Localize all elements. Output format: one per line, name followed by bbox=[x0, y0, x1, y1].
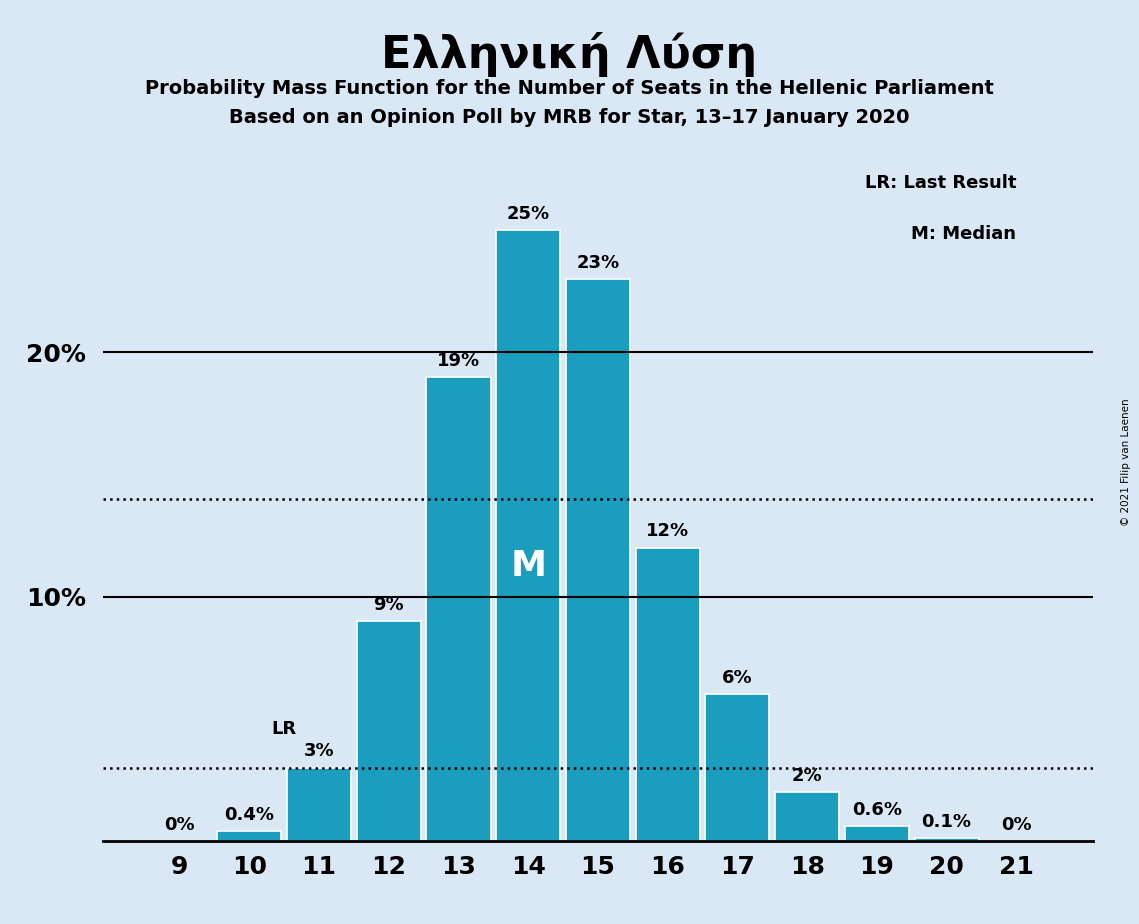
Text: Probability Mass Function for the Number of Seats in the Hellenic Parliament: Probability Mass Function for the Number… bbox=[145, 79, 994, 98]
Text: © 2021 Filip van Laenen: © 2021 Filip van Laenen bbox=[1121, 398, 1131, 526]
Bar bbox=[566, 279, 630, 841]
Text: 0%: 0% bbox=[1001, 816, 1032, 833]
Text: 12%: 12% bbox=[646, 522, 689, 541]
Text: Ελληνική Λύση: Ελληνική Λύση bbox=[382, 32, 757, 78]
Bar bbox=[775, 792, 839, 841]
Text: 0.4%: 0.4% bbox=[224, 806, 274, 824]
Bar bbox=[915, 838, 978, 841]
Bar bbox=[705, 694, 770, 841]
Text: LR: Last Result: LR: Last Result bbox=[865, 175, 1016, 192]
Text: 2%: 2% bbox=[792, 767, 822, 784]
Text: 19%: 19% bbox=[437, 351, 480, 370]
Text: M: M bbox=[510, 549, 547, 583]
Text: LR: LR bbox=[271, 721, 297, 738]
Text: 0.6%: 0.6% bbox=[852, 801, 902, 819]
Bar bbox=[357, 621, 421, 841]
Text: 0%: 0% bbox=[164, 816, 195, 833]
Bar bbox=[845, 826, 909, 841]
Bar bbox=[636, 548, 699, 841]
Bar bbox=[426, 377, 491, 841]
Text: 6%: 6% bbox=[722, 669, 753, 687]
Text: Based on an Opinion Poll by MRB for Star, 13–17 January 2020: Based on an Opinion Poll by MRB for Star… bbox=[229, 108, 910, 128]
Text: 3%: 3% bbox=[304, 742, 335, 760]
Text: 9%: 9% bbox=[374, 596, 404, 614]
Bar bbox=[287, 768, 351, 841]
Text: 23%: 23% bbox=[576, 254, 620, 272]
Text: M: Median: M: Median bbox=[911, 225, 1016, 243]
Text: 0.1%: 0.1% bbox=[921, 813, 972, 831]
Bar bbox=[497, 230, 560, 841]
Bar bbox=[218, 831, 281, 841]
Text: 25%: 25% bbox=[507, 205, 550, 223]
